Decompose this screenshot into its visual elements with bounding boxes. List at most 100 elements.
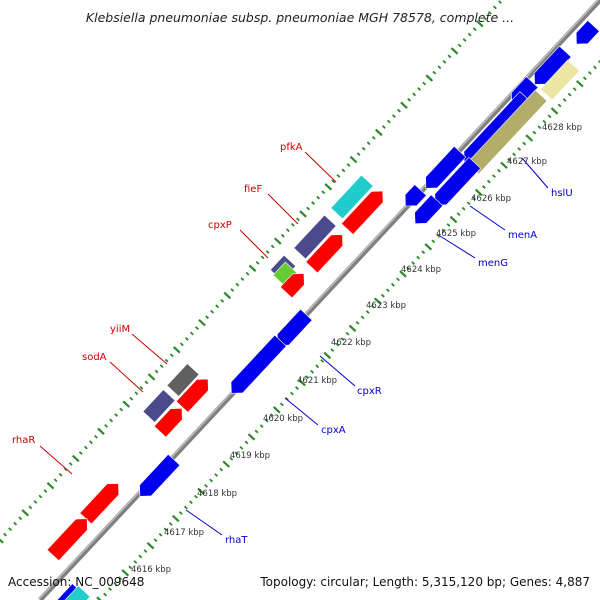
outer-tick [97, 427, 105, 435]
inner-tick [214, 473, 219, 477]
outer-tick [129, 396, 134, 401]
inner-tick [542, 119, 547, 124]
outer-tick [189, 331, 194, 336]
reverse-gene-label: rhaT [225, 535, 248, 546]
outer-tick [285, 228, 290, 233]
inner-tick [298, 378, 306, 387]
outer-tick [311, 201, 316, 205]
outer-tick [487, 10, 492, 15]
outer-tick [43, 489, 48, 493]
inner-tick [335, 342, 340, 347]
inner-tick [406, 266, 411, 271]
outer-tick [210, 309, 215, 314]
inner-tick [254, 429, 259, 434]
inner-tick [168, 522, 173, 526]
topology-text: Topology: circular; Length: 5,315,120 bp… [260, 575, 590, 589]
outer-tick [400, 101, 408, 109]
inner-tick [441, 228, 446, 233]
outer-tick [475, 20, 484, 28]
outer-tick [240, 277, 245, 282]
genome-backbone-highlight [38, 0, 600, 600]
kbp-label: 4620 kbp [263, 414, 303, 424]
outer-tick [230, 288, 235, 292]
reverse-gene [533, 45, 572, 85]
outer-tick [290, 222, 295, 227]
outer-tick [371, 135, 376, 140]
outer-tick [442, 59, 447, 64]
outer-tick [407, 97, 412, 102]
reverse-gene-label: cpxR [357, 386, 382, 397]
kbp-label: 4623 kbp [366, 301, 406, 311]
outer-tick [83, 445, 88, 450]
reverse-gene-leader [521, 157, 549, 189]
outer-tick [179, 342, 184, 347]
outer-tick [28, 505, 33, 510]
purple-gene [142, 389, 176, 423]
inner-tick [305, 375, 310, 380]
inner-tick [269, 413, 274, 418]
inner-tick [146, 541, 155, 550]
kbp-label: 4628 kbp [542, 123, 582, 133]
kbp-label: 4618 kbp [197, 489, 237, 499]
outer-tick [71, 454, 80, 463]
inner-tick [525, 134, 534, 142]
inner-tick [345, 331, 350, 336]
inner-tick [103, 592, 107, 597]
forward-gene [305, 234, 344, 274]
inner-tick [399, 270, 407, 278]
cyan-gene [64, 585, 91, 600]
outer-tick [498, 0, 502, 4]
outer-tick [412, 92, 417, 97]
forward-gene-label: sodA [82, 352, 107, 363]
inner-tick [118, 576, 123, 581]
reverse-gene [230, 334, 287, 394]
outer-tick [220, 299, 225, 303]
forward-gene-leader [131, 333, 168, 365]
outer-tick [0, 538, 4, 544]
outer-tick [223, 291, 232, 300]
inner-tick [507, 157, 512, 162]
outer-tick [316, 195, 321, 200]
outer-tick [195, 326, 199, 330]
inner-tick [456, 212, 461, 217]
inner-tick [229, 456, 234, 461]
outer-tick [21, 509, 30, 517]
inner-tick [315, 364, 320, 369]
outer-tick [245, 271, 250, 276]
reverse-gene-leader [319, 355, 356, 387]
outer-tick [3, 532, 7, 537]
inner-tick [330, 348, 335, 352]
accession-text: Accession: NC_009648 [8, 575, 145, 589]
inner-tick [320, 359, 325, 363]
outer-tick [366, 141, 371, 146]
outer-tick [381, 125, 386, 129]
outer-tick [114, 413, 119, 417]
outer-tick [147, 373, 156, 381]
outer-tick [392, 114, 396, 119]
outer-tick [386, 119, 391, 124]
inner-tick [486, 179, 491, 184]
inner-tick [183, 505, 188, 510]
forward-gene-label: fieF [244, 184, 262, 195]
inner-tick [390, 282, 395, 287]
inner-tick [153, 538, 158, 543]
reverse-gene [139, 453, 181, 497]
inner-tick [219, 467, 224, 472]
outer-tick [296, 217, 300, 222]
forward-gene-label: cpxP [208, 220, 232, 231]
outer-tick [46, 481, 55, 490]
outer-tick [94, 434, 98, 439]
inner-tick [259, 424, 264, 428]
forward-gene-label: yiiM [110, 324, 130, 335]
reverse-gene [414, 194, 444, 225]
inner-tick [436, 234, 441, 238]
inner-tick [466, 201, 471, 206]
outer-tick [299, 210, 307, 218]
inner-tick [295, 386, 299, 390]
inner-tick [323, 351, 332, 360]
inner-tick [471, 195, 476, 200]
outer-tick [159, 364, 164, 368]
outer-tick [13, 521, 18, 526]
forward-gene-label: pfkA [280, 142, 303, 153]
